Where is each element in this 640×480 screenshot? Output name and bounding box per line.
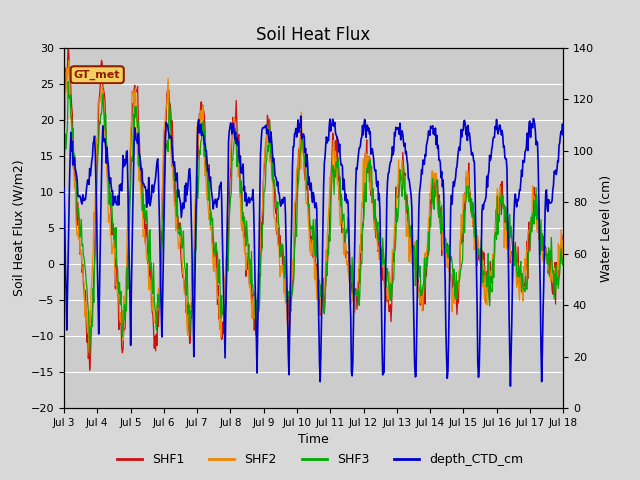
X-axis label: Time: Time xyxy=(298,433,329,446)
Y-axis label: Water Level (cm): Water Level (cm) xyxy=(600,174,612,282)
Y-axis label: Soil Heat Flux (W/m2): Soil Heat Flux (W/m2) xyxy=(12,160,25,296)
Legend: SHF1, SHF2, SHF3, depth_CTD_cm: SHF1, SHF2, SHF3, depth_CTD_cm xyxy=(112,448,528,471)
Title: Soil Heat Flux: Soil Heat Flux xyxy=(257,25,371,44)
Text: GT_met: GT_met xyxy=(74,70,120,80)
